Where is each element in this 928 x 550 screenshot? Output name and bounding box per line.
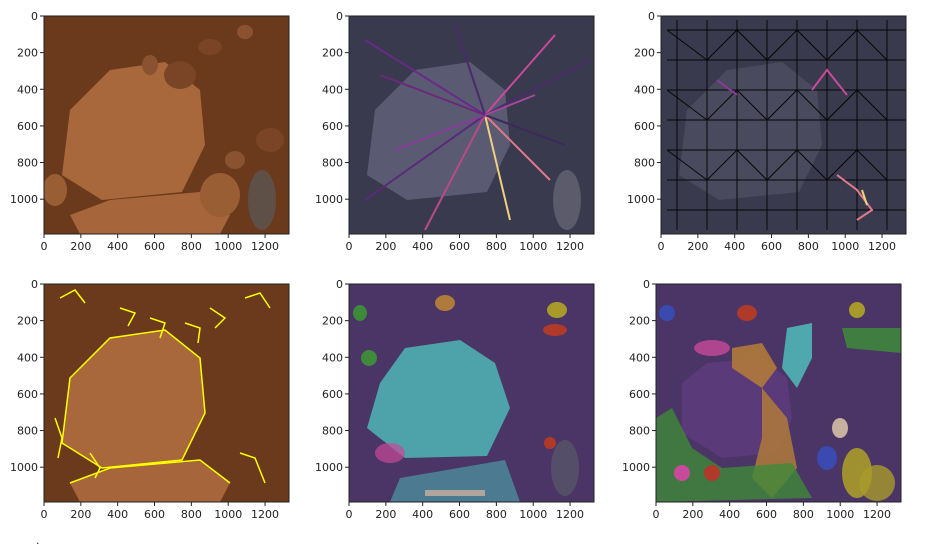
y-tick-label: 400: [322, 83, 343, 96]
x-tick-label: 600: [449, 240, 470, 253]
y-tick-label: 1000: [10, 193, 38, 206]
x-tick-label: 200: [70, 240, 91, 253]
panel-raw-image: 0 200 400 600 800 1000 1200 0 200 400 600 800 1000: [10, 10, 290, 253]
x-tick-label: 600: [756, 508, 777, 521]
x-tick-label: 600: [144, 508, 165, 521]
x-tick-label: 1000: [831, 240, 859, 253]
y-tick-label: 1000: [10, 461, 38, 474]
y-tick-label: 600: [629, 388, 650, 401]
x-tick-label: 800: [793, 508, 814, 521]
y-tick-label: 0: [31, 278, 38, 291]
caption: .: [36, 534, 40, 547]
y-tick-label: 0: [643, 278, 650, 291]
x-tick-label: 600: [449, 508, 470, 521]
y-tick-label: 200: [17, 47, 38, 60]
x-tick-label: 800: [181, 508, 202, 521]
x-tick-label: 800: [486, 240, 507, 253]
x-tick-label: 400: [412, 240, 433, 253]
y-tick-label: 200: [322, 47, 343, 60]
y-tick-label: 600: [17, 120, 38, 133]
x-tick-label: 200: [375, 508, 396, 521]
mesh-graph-image: [661, 16, 906, 234]
x-tick-label: 1200: [251, 240, 279, 253]
panel-mesh-graph: 0 200 400 600 800 1000 1200 0 200 400 600 800 1000: [627, 10, 907, 253]
y-tick-label: 400: [322, 351, 343, 364]
y-tick-label: 400: [629, 351, 650, 364]
x-tick-label: 1000: [214, 508, 242, 521]
x-tick-label: 1000: [519, 240, 547, 253]
panel-edge-detection: 0 200 400 600 800 1000 1200 0 200 400 600 800 1000: [10, 278, 290, 521]
x-tick-label: 200: [682, 508, 703, 521]
x-tick-label: 0: [658, 240, 665, 253]
y-tick-label: 400: [17, 351, 38, 364]
y-tick-label: 200: [634, 47, 655, 60]
segmentation-image: [349, 284, 594, 502]
x-tick-label: 1000: [214, 240, 242, 253]
x-tick-label: 400: [719, 508, 740, 521]
y-tick-label: 600: [322, 388, 343, 401]
raw-mars-image: [44, 16, 289, 234]
y-tick-label: 800: [634, 157, 655, 170]
y-tick-label: 400: [17, 83, 38, 96]
x-tick-label: 200: [687, 240, 708, 253]
y-tick-label: 800: [17, 157, 38, 170]
y-tick-label: 0: [31, 10, 38, 23]
x-tick-label: 0: [653, 508, 660, 521]
x-tick-label: 1200: [868, 240, 896, 253]
y-tick-label: 800: [629, 425, 650, 438]
x-tick-label: 800: [181, 240, 202, 253]
x-tick-label: 200: [70, 508, 91, 521]
x-tick-label: 0: [346, 240, 353, 253]
x-tick-label: 400: [107, 240, 128, 253]
y-tick-label: 0: [648, 10, 655, 23]
y-tick-label: 0: [336, 278, 343, 291]
panel-star-graph: 0 200 400 600 800 1000 1200 0 200 400 600 800 1000: [315, 10, 595, 253]
y-tick-label: 1000: [315, 193, 343, 206]
y-tick-label: 800: [322, 157, 343, 170]
x-tick-label: 600: [761, 240, 782, 253]
x-tick-label: 1200: [251, 508, 279, 521]
y-tick-label: 0: [336, 10, 343, 23]
x-tick-label: 0: [346, 508, 353, 521]
star-graph-image: [349, 16, 594, 234]
y-tick-label: 400: [634, 83, 655, 96]
y-tick-label: 1000: [627, 193, 655, 206]
x-tick-label: 800: [486, 508, 507, 521]
panel-segmentation: 0 200 400 600 800 1000 1200 0 200 400 600 800 1000: [315, 278, 595, 521]
y-tick-label: 600: [17, 388, 38, 401]
segmentation-fine-image: [656, 284, 901, 502]
x-tick-label: 0: [41, 240, 48, 253]
x-tick-label: 400: [107, 508, 128, 521]
x-tick-label: 1200: [556, 240, 584, 253]
x-tick-label: 0: [41, 508, 48, 521]
edge-detection-image: [44, 284, 289, 502]
panel-segmentation-fine: 0 200 400 600 800 1000 1200 0 200 400 600 800 1000: [622, 278, 902, 521]
y-tick-label: 800: [17, 425, 38, 438]
y-tick-label: 600: [634, 120, 655, 133]
y-tick-label: 1000: [315, 461, 343, 474]
y-tick-label: 200: [322, 315, 343, 328]
y-tick-label: 600: [322, 120, 343, 133]
x-tick-label: 400: [724, 240, 745, 253]
y-tick-label: 200: [629, 315, 650, 328]
x-tick-label: 800: [798, 240, 819, 253]
x-tick-label: 1200: [863, 508, 891, 521]
y-tick-label: 1000: [622, 461, 650, 474]
x-tick-label: 600: [144, 240, 165, 253]
y-tick-label: 200: [17, 315, 38, 328]
x-tick-label: 1000: [519, 508, 547, 521]
x-tick-label: 1200: [556, 508, 584, 521]
x-tick-label: 400: [412, 508, 433, 521]
y-tick-label: 800: [322, 425, 343, 438]
x-tick-label: 1000: [826, 508, 854, 521]
x-tick-label: 200: [375, 240, 396, 253]
